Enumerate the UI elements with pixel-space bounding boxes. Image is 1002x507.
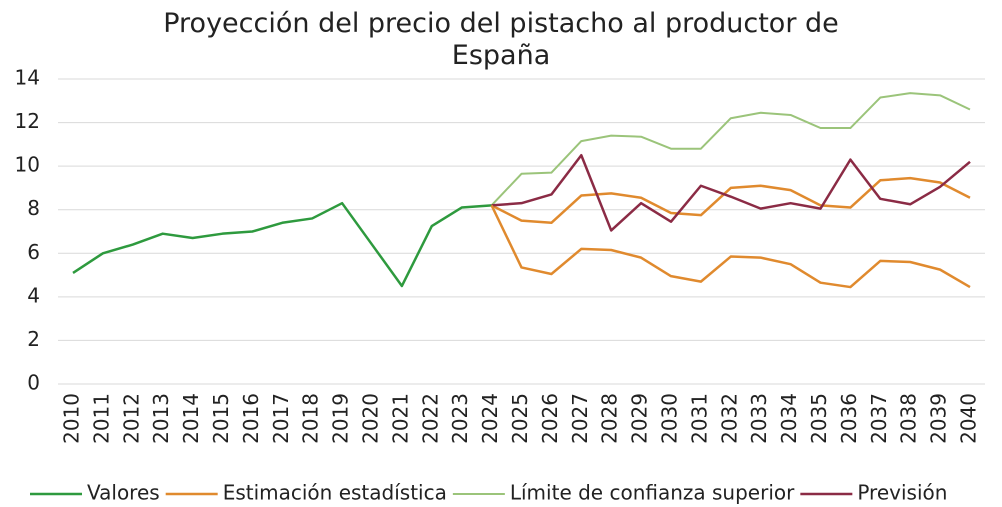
- y-tick-label: 8: [27, 196, 40, 220]
- y-tick-label: 14: [15, 66, 40, 90]
- x-tick-label: 2038: [897, 393, 921, 444]
- x-tick-label: 2014: [179, 393, 203, 444]
- x-tick-label: 2033: [747, 393, 771, 444]
- y-tick-label: 12: [15, 109, 40, 133]
- legend-label: Previsión: [857, 481, 947, 505]
- series-line: [491, 176, 971, 225]
- x-tick-label: 2039: [927, 393, 951, 444]
- x-tick-label: 2017: [269, 393, 293, 444]
- x-tick-label: 2010: [60, 393, 84, 444]
- x-tick-label: 2037: [867, 393, 891, 444]
- y-tick-label: 10: [15, 153, 40, 177]
- y-tick-label: 2: [27, 327, 40, 351]
- x-tick-label: 2024: [478, 393, 502, 444]
- x-tick-label: 2025: [508, 393, 532, 444]
- series-line: [490, 204, 971, 289]
- y-tick-label: 4: [27, 283, 40, 307]
- x-tick-label: 2022: [418, 393, 442, 444]
- x-tick-label: 2016: [239, 393, 263, 444]
- x-tick-label: 2015: [209, 393, 233, 444]
- x-tick-label: 2019: [329, 393, 353, 444]
- series-line: [490, 92, 971, 207]
- series-line: [72, 201, 492, 288]
- legend-label: Valores: [87, 481, 160, 505]
- x-tick-label: 2027: [568, 393, 592, 444]
- series-line: [491, 154, 971, 232]
- legend-label: Límite de confianza superior: [510, 481, 795, 505]
- x-tick-label: 2035: [807, 393, 831, 444]
- x-tick-label: 2021: [388, 393, 412, 444]
- x-tick-label: 2026: [538, 393, 562, 444]
- x-tick-label: 2034: [777, 393, 801, 444]
- x-tick-label: 2029: [628, 393, 652, 444]
- legend-label: Estimación estadística: [223, 481, 447, 505]
- y-tick-label: 0: [27, 371, 40, 395]
- x-tick-label: 2023: [448, 393, 472, 444]
- x-tick-label: 2020: [359, 393, 383, 444]
- x-tick-label: 2018: [299, 393, 323, 444]
- x-tick-label: 2011: [89, 393, 113, 444]
- x-tick-label: 2040: [957, 393, 981, 444]
- chart-title: Proyección del precio del pistacho al pr…: [163, 8, 839, 71]
- x-tick-label: 2030: [658, 393, 682, 444]
- x-tick-label: 2028: [598, 393, 622, 444]
- y-tick-label: 6: [27, 240, 40, 264]
- x-tick-label: 2032: [717, 393, 741, 444]
- x-tick-label: 2036: [837, 393, 861, 444]
- x-tick-label: 2031: [687, 393, 711, 444]
- x-tick-label: 2012: [119, 393, 143, 444]
- x-tick-label: 2013: [149, 393, 173, 444]
